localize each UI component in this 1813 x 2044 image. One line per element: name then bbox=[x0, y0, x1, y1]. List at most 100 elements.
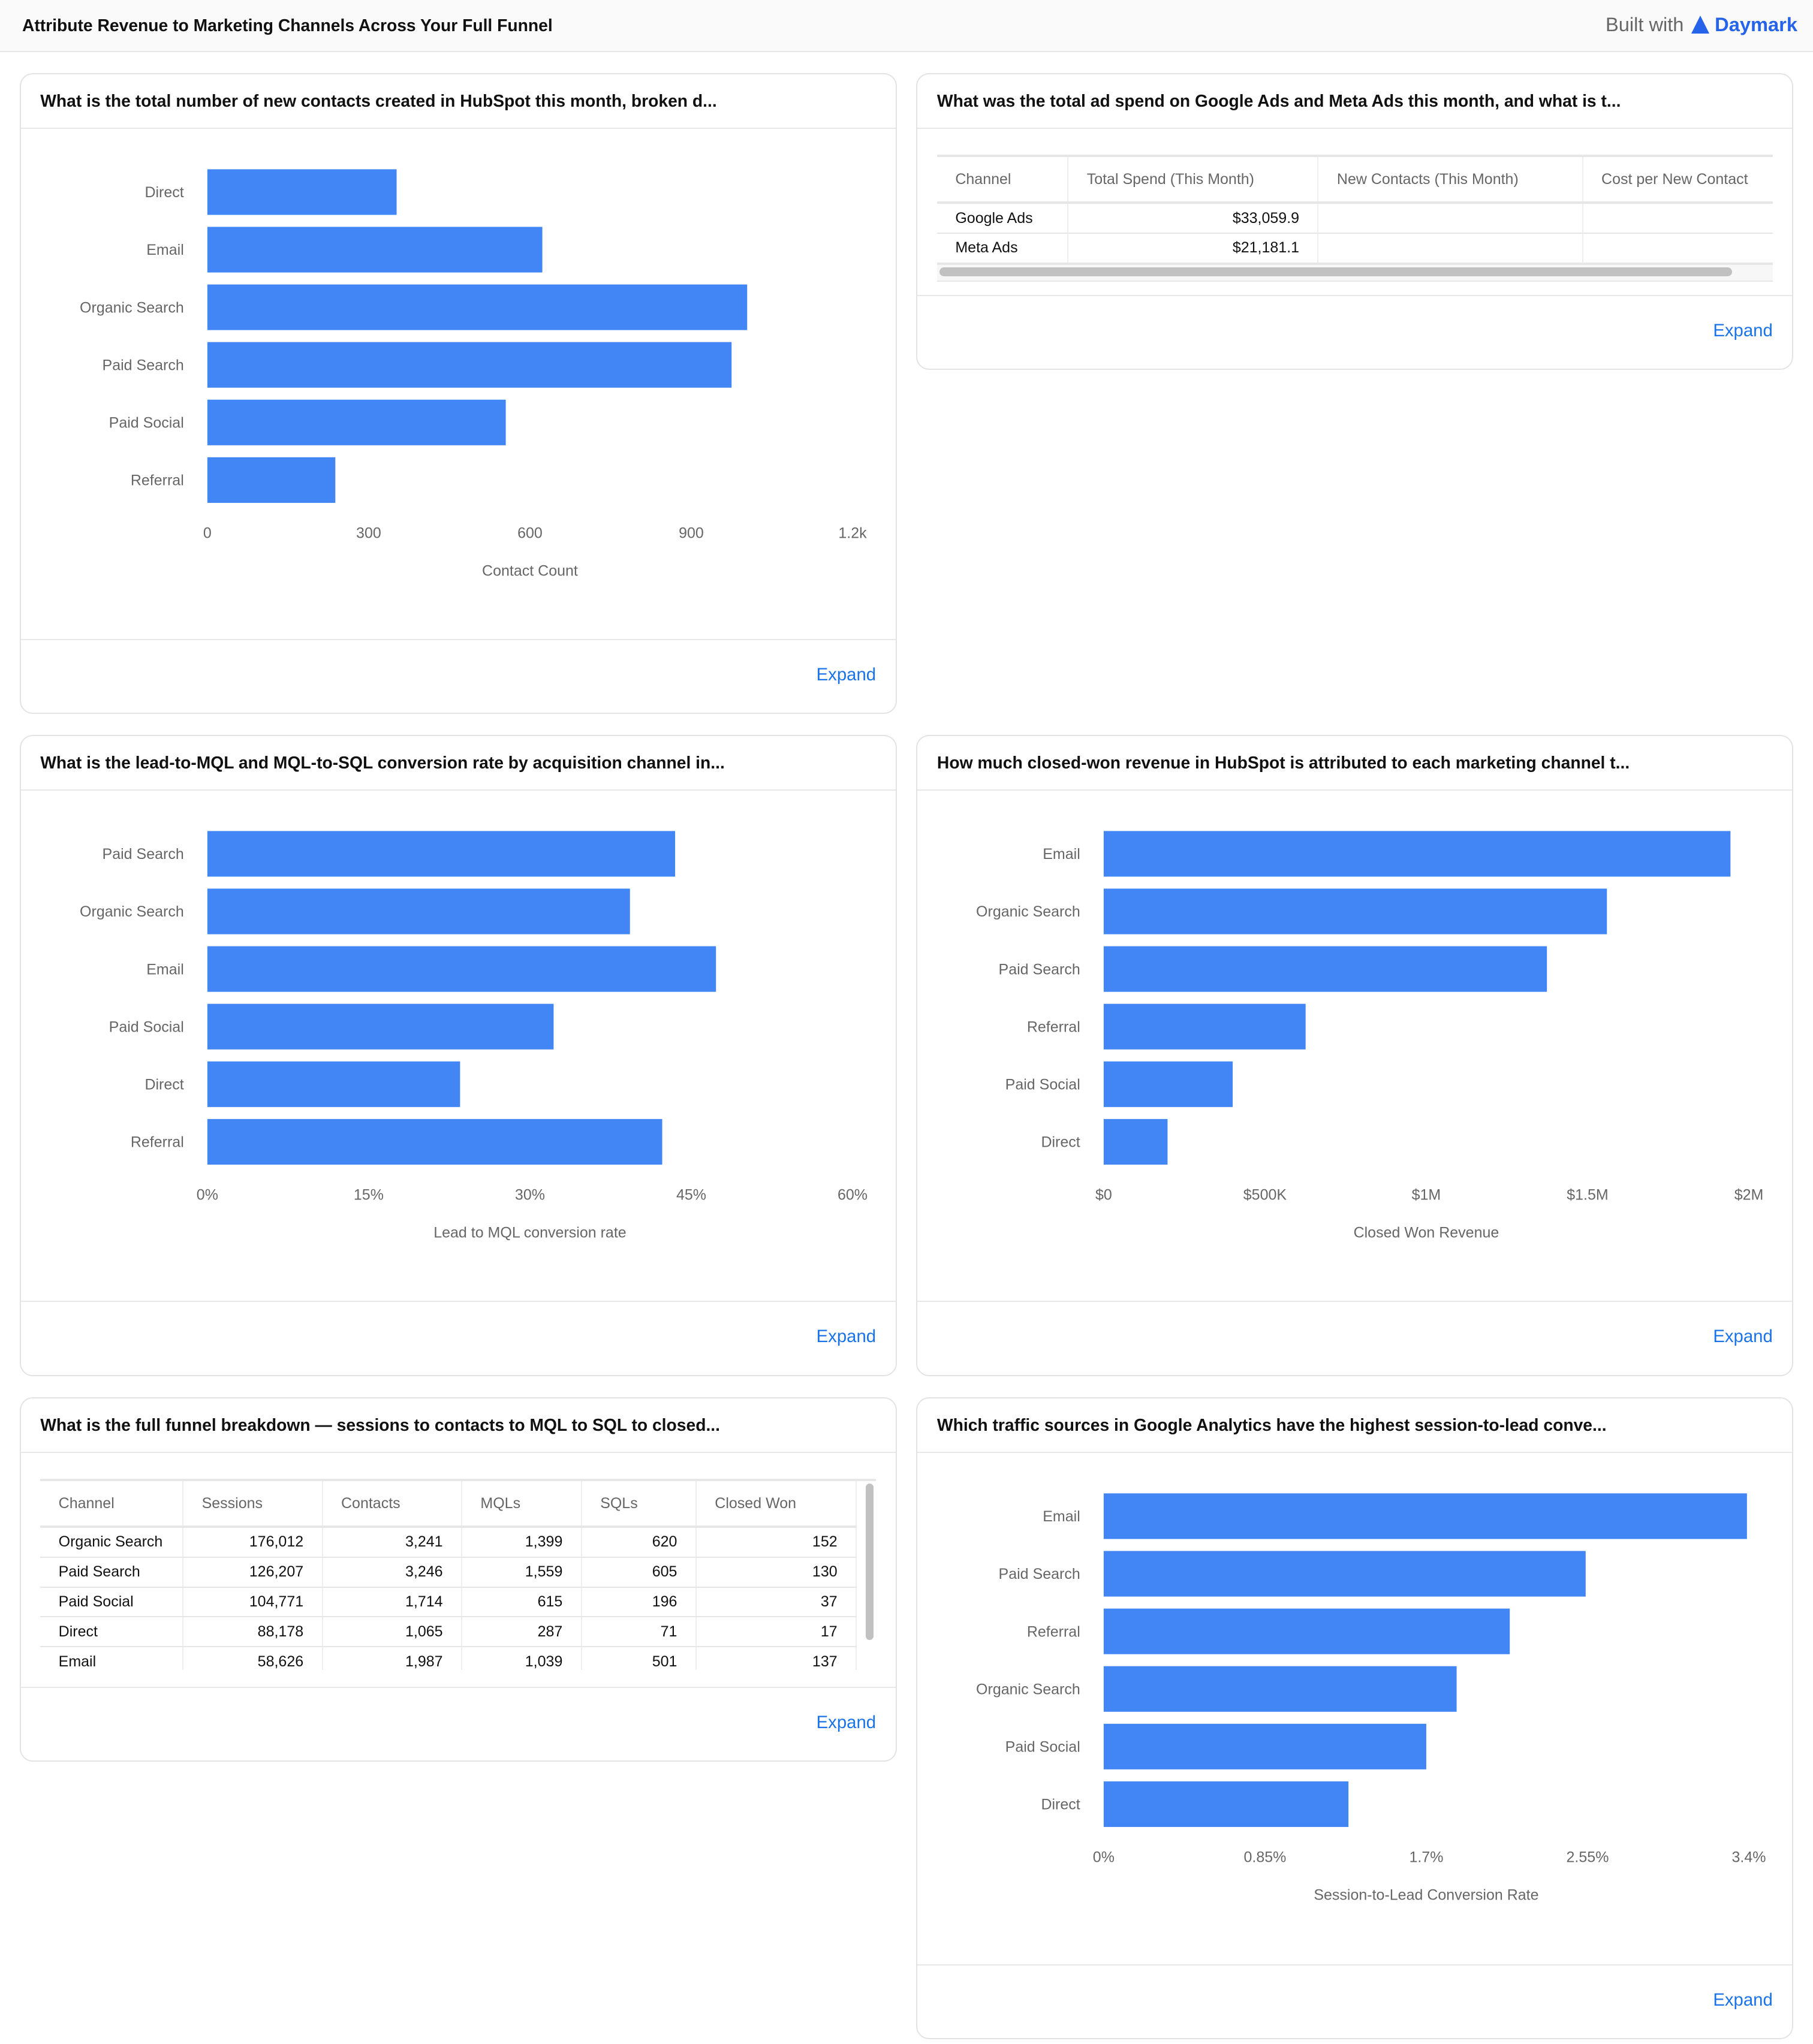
built-with-label: Built with bbox=[1605, 13, 1684, 35]
bar bbox=[1104, 1119, 1168, 1165]
column-header[interactable]: MQLs bbox=[461, 1481, 582, 1529]
category-label: Organic Search bbox=[976, 903, 1080, 920]
built-with-badge[interactable]: Built with Daymark bbox=[1606, 13, 1797, 36]
column-header[interactable]: Total Spend (This Month) bbox=[1068, 157, 1319, 204]
table-cell: 196 bbox=[581, 1587, 697, 1618]
column-header[interactable]: Contacts bbox=[322, 1481, 462, 1529]
daymark-logo[interactable]: Daymark bbox=[1691, 13, 1797, 36]
category-label: Paid Social bbox=[109, 414, 183, 431]
horizontal-scrollbar[interactable] bbox=[936, 263, 1773, 282]
expand-button[interactable]: Expand bbox=[1713, 1989, 1773, 2010]
contacts-bar-chart: Direct Email Organic Search Paid Search Paid… bbox=[21, 129, 896, 649]
table-cell bbox=[1582, 203, 1773, 234]
card-title: What was the total ad spend on Google Ad… bbox=[917, 74, 1793, 129]
category-label: Paid Search bbox=[999, 961, 1080, 978]
table-cell: 17 bbox=[695, 1617, 857, 1648]
table-cell: Paid Search bbox=[40, 1557, 184, 1588]
bar bbox=[207, 888, 630, 934]
column-header[interactable]: Closed Won bbox=[695, 1481, 857, 1529]
bar bbox=[1104, 1003, 1306, 1050]
table-row: Paid Social 104,771 1,714 615 196 37 bbox=[40, 1587, 857, 1618]
vertical-scrollbar[interactable] bbox=[865, 1484, 874, 1641]
revenue-bar-chart: Email Organic Search Paid Search Referral Pa… bbox=[917, 791, 1792, 1311]
table-cell: 615 bbox=[461, 1587, 582, 1618]
x-tick-label: 45% bbox=[676, 1187, 706, 1204]
category-label: Paid Social bbox=[109, 1019, 183, 1036]
category-label: Referral bbox=[130, 1134, 183, 1151]
table-cell: 605 bbox=[581, 1557, 697, 1588]
card-title: What is the lead-to-MQL and MQL-to-SQL c… bbox=[20, 736, 896, 791]
x-tick-label: 1.7% bbox=[1410, 1849, 1444, 1865]
funnel-table: Channel Sessions Contacts MQLs SQLs Closed Wo… bbox=[40, 1479, 877, 1671]
category-label: Email bbox=[1043, 846, 1081, 863]
column-header[interactable]: SQLs bbox=[581, 1481, 697, 1529]
x-tick-label: 900 bbox=[679, 524, 704, 541]
table-cell bbox=[1318, 203, 1583, 234]
x-tick-label: 600 bbox=[517, 524, 543, 541]
table-cell bbox=[1318, 233, 1583, 264]
page-title: Attribute Revenue to Marketing Channels … bbox=[22, 16, 553, 35]
table-cell: Direct bbox=[40, 1617, 184, 1648]
table-cell: 1,399 bbox=[461, 1527, 582, 1558]
x-tick-label: $2M bbox=[1734, 1187, 1764, 1204]
table-cell: Google Ads bbox=[936, 203, 1069, 234]
category-label: Paid Social bbox=[1005, 1738, 1080, 1755]
expand-button[interactable]: Expand bbox=[816, 1712, 877, 1732]
table-cell: 1,559 bbox=[461, 1557, 582, 1588]
x-tick-label: 2.55% bbox=[1567, 1849, 1609, 1865]
expand-button[interactable]: Expand bbox=[1713, 320, 1773, 340]
table-cell: Paid Social bbox=[40, 1587, 184, 1618]
column-header[interactable]: Channel bbox=[936, 157, 1069, 204]
bar bbox=[207, 342, 731, 388]
table-cell: 1,065 bbox=[322, 1617, 462, 1648]
table-cell bbox=[1582, 233, 1773, 264]
table-cell: 1,987 bbox=[322, 1647, 462, 1671]
chart-svg: Direct Email Organic Search Paid Search Paid… bbox=[80, 169, 867, 580]
bar bbox=[207, 169, 397, 215]
category-label: Paid Search bbox=[999, 1566, 1080, 1582]
table-cell: 88,178 bbox=[183, 1617, 323, 1648]
top-bar: Attribute Revenue to Marketing Channels … bbox=[0, 0, 1813, 52]
expand-button[interactable]: Expand bbox=[1713, 1327, 1773, 1347]
category-label: Email bbox=[146, 242, 184, 258]
expand-button[interactable]: Expand bbox=[816, 664, 877, 685]
chart-svg: Email Paid Search Referral Organic Search Pa… bbox=[976, 1493, 1766, 1903]
x-tick-label: 0% bbox=[1093, 1849, 1115, 1865]
table-cell: 104,771 bbox=[183, 1587, 323, 1618]
bar bbox=[1104, 1781, 1349, 1827]
table-cell: Meta Ads bbox=[936, 233, 1069, 264]
bar bbox=[207, 284, 747, 330]
data-table: Channel Sessions Contacts MQLs SQLs Closed Wo… bbox=[40, 1481, 857, 1671]
expand-button[interactable]: Expand bbox=[816, 1327, 877, 1347]
column-header[interactable]: Sessions bbox=[183, 1481, 323, 1529]
table-cell: 176,012 bbox=[183, 1527, 323, 1558]
column-header[interactable]: Channel bbox=[40, 1481, 184, 1529]
table-row: Paid Search 126,207 3,246 1,559 605 130 bbox=[40, 1557, 857, 1588]
category-label: Email bbox=[1043, 1508, 1081, 1525]
card-ad-spend-table: What was the total ad spend on Google Ad… bbox=[916, 73, 1794, 370]
x-tick-label: 0% bbox=[196, 1187, 218, 1204]
category-label: Referral bbox=[1027, 1019, 1080, 1036]
x-tick-label: 300 bbox=[356, 524, 381, 541]
card-title: What is the total number of new contacts… bbox=[20, 74, 896, 129]
scrollbar-thumb[interactable] bbox=[939, 267, 1733, 277]
table-cell: 1,039 bbox=[461, 1647, 582, 1671]
ad-spend-table: Channel Total Spend (This Month) New Conta… bbox=[936, 155, 1773, 282]
card-footer: Expand bbox=[20, 638, 896, 713]
column-header[interactable]: New Contacts (This Month) bbox=[1318, 157, 1583, 204]
table-cell: 58,626 bbox=[183, 1647, 323, 1671]
card-title: What is the full funnel breakdown — sess… bbox=[20, 1398, 896, 1453]
table-cell: 37 bbox=[695, 1587, 857, 1618]
table-cell: 71 bbox=[581, 1617, 697, 1648]
x-tick-label: 3.4% bbox=[1732, 1849, 1766, 1865]
table-cell: 126,207 bbox=[183, 1557, 323, 1588]
traffic-bar-chart: Email Paid Search Referral Organic Search Pa… bbox=[917, 1453, 1792, 1973]
column-header[interactable]: Cost per New Contact bbox=[1582, 157, 1773, 204]
table-cell: 287 bbox=[461, 1617, 582, 1648]
table-row: Organic Search 176,012 3,241 1,399 620 152 bbox=[40, 1527, 857, 1558]
card-funnel-table: What is the full funnel breakdown — sess… bbox=[19, 1397, 897, 1762]
bar bbox=[207, 457, 335, 503]
card-footer: Expand bbox=[20, 1300, 896, 1375]
x-tick-label: 0 bbox=[203, 524, 212, 541]
table-cell: 152 bbox=[695, 1527, 857, 1558]
